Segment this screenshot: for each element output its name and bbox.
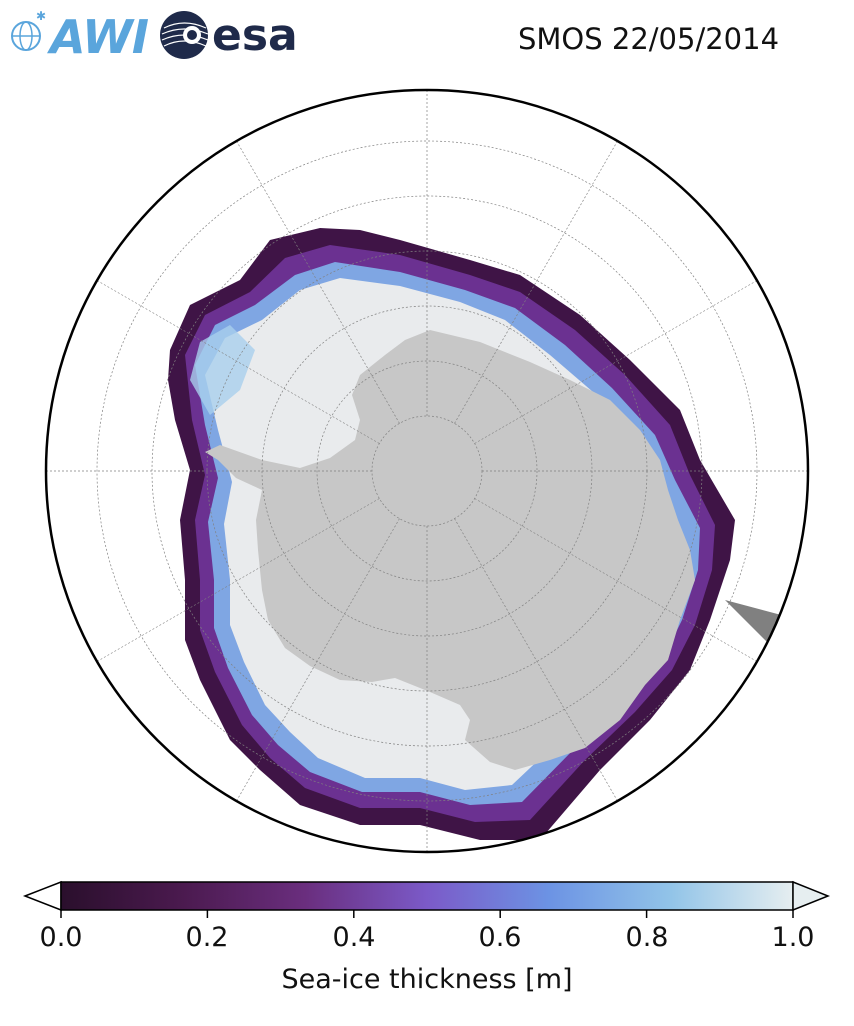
polar-map xyxy=(44,88,810,854)
esa-logo: esa xyxy=(158,8,303,62)
latitude-circle xyxy=(96,140,758,802)
colorbar-extend-high xyxy=(792,880,831,912)
colorbar-tick-label: 0.8 xyxy=(625,922,669,953)
colorbar-extend-low xyxy=(22,880,62,912)
no-data-wedge xyxy=(698,772,730,805)
svg-text:✱: ✱ xyxy=(36,9,46,23)
esa-logo-text: esa xyxy=(212,10,298,61)
map-boundary xyxy=(44,88,810,854)
sea-ice-light-patch xyxy=(190,325,255,415)
graticule xyxy=(46,90,808,852)
colorbar-tick-label: 0.6 xyxy=(478,922,522,953)
esa-emblem-icon xyxy=(160,11,209,59)
colorbar-label: Sea-ice thickness [m] xyxy=(281,964,573,995)
colorbar-gradient xyxy=(60,881,794,911)
colorbar-tickmarks xyxy=(60,910,794,918)
awi-logo-text: AWI xyxy=(50,10,149,64)
no-data-wedge xyxy=(128,780,160,815)
colorbar-tick-label: 0.2 xyxy=(185,922,229,953)
colorbar-tick-label: 0.4 xyxy=(332,922,376,953)
antarctica-landmass xyxy=(205,330,695,770)
colorbar-bar xyxy=(22,880,831,918)
awi-globe-icon: ✱ xyxy=(11,9,46,51)
header: ✱ AWI esa SMOS 22/05/2014 xyxy=(0,0,854,70)
colorbar-tick-label: 1.0 xyxy=(771,922,815,953)
colorbar-tick-label: 0.0 xyxy=(39,922,83,953)
awi-logo: ✱ AWI xyxy=(6,6,149,64)
latitude-circle xyxy=(316,360,538,582)
colorbar xyxy=(0,870,854,1026)
map-title: SMOS 22/05/2014 xyxy=(518,22,780,56)
